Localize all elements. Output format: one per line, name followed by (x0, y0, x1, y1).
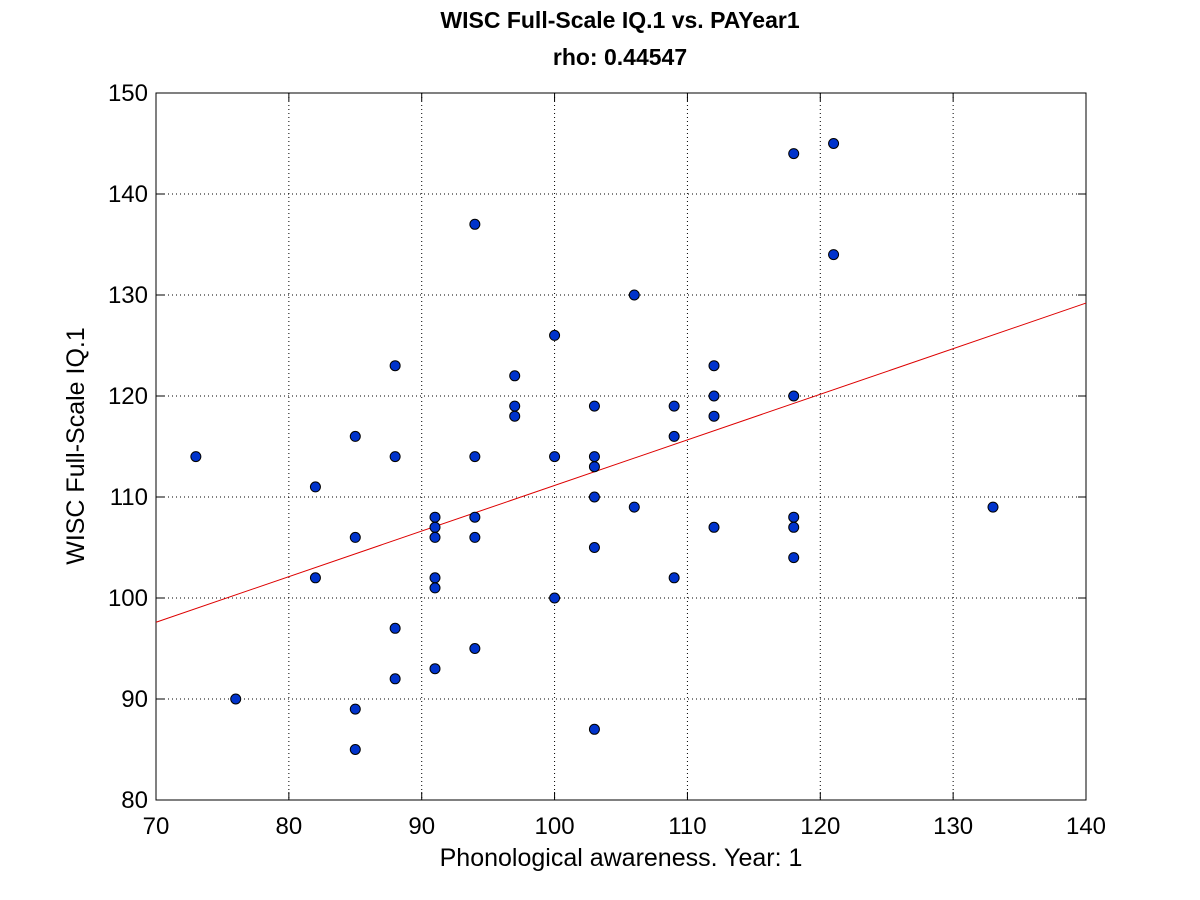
data-point (788, 511, 800, 523)
chart-title: WISC Full-Scale IQ.1 vs. PAYear1 (440, 7, 800, 33)
data-point (509, 410, 521, 422)
data-point (828, 138, 840, 149)
data-point (389, 360, 401, 372)
data-point (588, 542, 600, 553)
data-point (788, 390, 800, 402)
y-tick-label: 130 (108, 282, 148, 309)
data-point (429, 582, 441, 594)
data-point (469, 511, 481, 523)
y-tick-label: 100 (108, 585, 148, 612)
data-point (349, 531, 361, 543)
y-tick-label: 140 (108, 181, 148, 208)
data-point (788, 521, 800, 533)
data-point (429, 521, 441, 533)
data-point (668, 430, 680, 442)
x-axis-title: Phonological awareness. Year: 1 (440, 844, 803, 872)
data-point (190, 451, 202, 463)
data-point (230, 693, 242, 705)
plot-frame (155, 92, 1087, 801)
fit-line (155, 302, 1087, 623)
x-tick-label: 110 (668, 813, 706, 840)
data-point (708, 410, 720, 422)
data-point (429, 663, 441, 675)
data-point (309, 572, 321, 584)
data-point (389, 451, 401, 463)
data-point (509, 370, 521, 382)
y-tick-label: 150 (108, 80, 148, 107)
data-point (708, 521, 720, 533)
data-point (668, 572, 680, 584)
y-tick-label: 80 (121, 787, 148, 814)
x-tick-label: 140 (1066, 813, 1106, 840)
grid-lines (156, 93, 1086, 800)
data-point (309, 481, 321, 493)
data-point (389, 622, 401, 634)
x-tick-label: 100 (535, 813, 575, 840)
data-point (469, 451, 481, 463)
data-points (190, 138, 999, 755)
y-tick-label: 120 (108, 383, 148, 410)
data-point (788, 552, 800, 564)
data-point (708, 360, 720, 372)
x-tick-label: 90 (408, 813, 435, 840)
y-axis-title: WISC Full-Scale IQ.1 (62, 327, 90, 565)
data-point (469, 531, 481, 543)
data-point (549, 329, 561, 341)
data-point (588, 723, 600, 735)
x-tick-label: 70 (143, 813, 170, 840)
data-point (349, 430, 361, 442)
data-point (349, 703, 361, 715)
data-point (549, 451, 561, 463)
data-point (389, 673, 401, 685)
y-tick-label: 90 (121, 686, 148, 713)
data-point (788, 148, 800, 160)
data-point (588, 461, 600, 473)
fit-line-layer (155, 302, 1087, 623)
data-point (469, 218, 481, 230)
data-point (588, 491, 600, 503)
data-point (708, 390, 720, 402)
data-point (549, 592, 561, 604)
data-point (668, 400, 680, 412)
x-tick-label: 80 (276, 813, 303, 840)
data-point (429, 531, 441, 543)
chart-subtitle: rho: 0.44547 (552, 44, 688, 70)
data-point (828, 249, 840, 261)
x-tick-label: 130 (933, 813, 973, 840)
data-point (628, 501, 640, 513)
data-point (987, 501, 999, 513)
data-point (588, 451, 600, 463)
data-point (429, 572, 441, 584)
data-point (429, 511, 441, 523)
data-point (469, 643, 481, 654)
y-tick-label: 110 (110, 484, 148, 511)
data-point (588, 400, 600, 412)
axis-ticks: 70 80 90 100 110 120 130 1408090100110120130140… (108, 80, 1106, 840)
data-point (349, 744, 361, 755)
data-point (509, 400, 521, 412)
data-point (628, 289, 640, 301)
x-tick-label: 120 (800, 813, 840, 840)
